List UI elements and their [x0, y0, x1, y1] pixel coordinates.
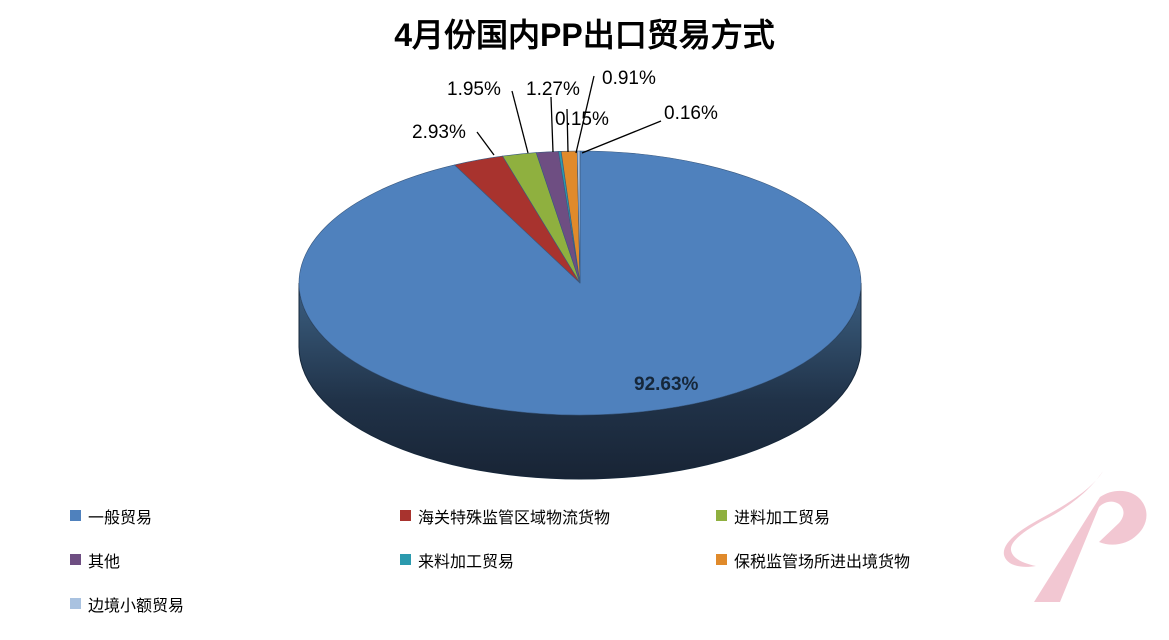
svg-text:2.93%: 2.93%: [412, 122, 466, 143]
svg-text:1.95%: 1.95%: [447, 79, 501, 100]
svg-text:0.15%: 0.15%: [555, 109, 609, 130]
svg-text:0.16%: 0.16%: [664, 103, 718, 124]
svg-text:1.27%: 1.27%: [526, 79, 580, 100]
svg-text:0.91%: 0.91%: [602, 68, 656, 89]
svg-text:92.63%: 92.63%: [634, 374, 699, 395]
